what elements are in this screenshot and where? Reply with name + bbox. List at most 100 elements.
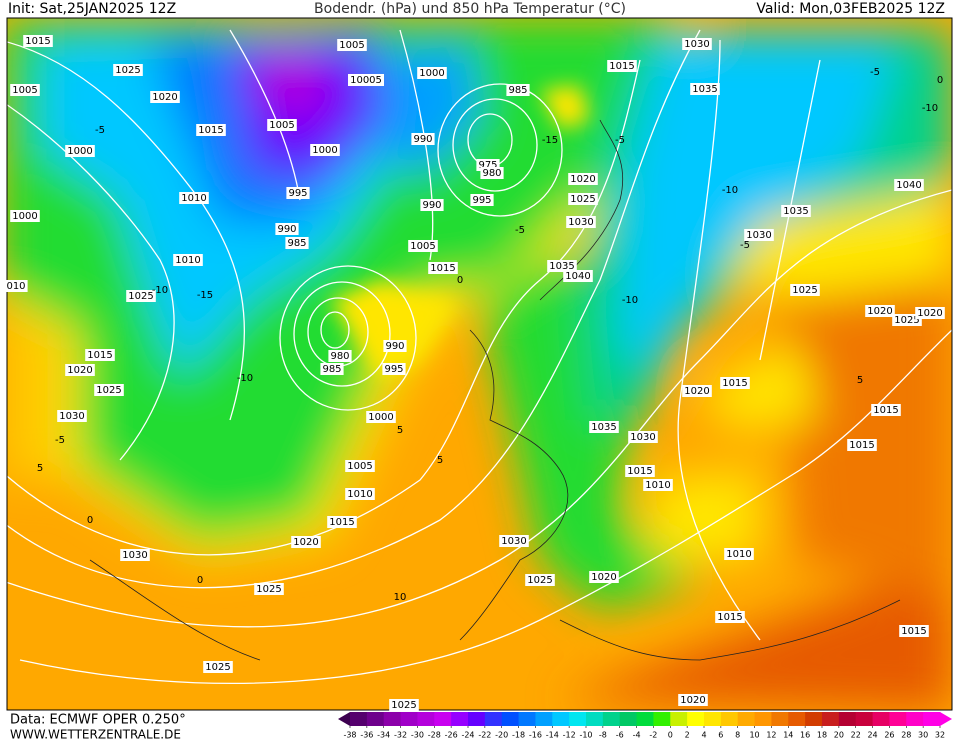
pressure-label: 1040 [896, 180, 921, 191]
pressure-label: 1020 [917, 308, 942, 319]
pressure-label-box [420, 199, 444, 211]
colorbar-label: 6 [718, 731, 723, 740]
pressure-label-box [254, 583, 284, 595]
pressure-label-box [589, 421, 619, 433]
pressure-label-box [682, 385, 712, 397]
pressure-label: 1030 [59, 411, 84, 422]
colorbar-segment [805, 712, 823, 726]
colorbar-segment [586, 712, 604, 726]
colorbar-label: 24 [867, 731, 877, 740]
colorbar-label: 30 [918, 731, 928, 740]
colorbar-segment [822, 712, 840, 726]
colorbar-label: -14 [546, 731, 559, 740]
colorbar-segment [451, 712, 469, 726]
pressure-label-box [847, 439, 877, 451]
pressure-label-box [408, 240, 438, 252]
pressure-label: 995 [384, 364, 403, 375]
pressure-label: 985 [287, 238, 306, 249]
pressure-label-box [428, 262, 458, 274]
temperature-label: 5 [397, 425, 403, 436]
colorbar-label: -28 [428, 731, 441, 740]
pressure-label-box [892, 314, 922, 326]
colorbar-segment [366, 712, 385, 726]
pressure-label-box [563, 270, 593, 282]
pressure-label: 1030 [501, 536, 526, 547]
pressure-label-box [275, 223, 299, 235]
pressure-label: 1015 [198, 125, 223, 136]
website: WWW.WETTERZENTRALE.DE [10, 728, 181, 741]
colorbar-label: -8 [599, 731, 607, 740]
colorbar-segment [872, 712, 890, 726]
init-time: Init: Sat,25JAN2025 12Z [8, 1, 176, 17]
pressure-label: 1010 [645, 480, 670, 491]
colorbar-label: -36 [360, 731, 373, 740]
pressure-label: 1035 [783, 206, 808, 217]
colorbar-segment [771, 712, 789, 726]
pressure-label-box [417, 67, 447, 79]
colorbar-label: -38 [343, 731, 356, 740]
pressure-label-box [547, 260, 577, 272]
pressure-label: 1015 [717, 612, 742, 623]
pressure-label: 1035 [591, 422, 616, 433]
pressure-label-box [267, 119, 297, 131]
pressure-label-box [345, 460, 375, 472]
colorbar-segment [383, 712, 402, 726]
colorbar-label: 12 [766, 731, 776, 740]
valid-time: Valid: Mon,03FEB2025 12Z [756, 1, 945, 17]
pressure-label-box [10, 84, 40, 96]
pressure-label-box [126, 290, 156, 302]
pressure-label: 1025 [527, 575, 552, 586]
temperature-label: -15 [542, 135, 558, 146]
pressure-label: 1015 [329, 517, 354, 528]
pressure-label: 1015 [849, 440, 874, 451]
pressure-label: 1025 [128, 291, 153, 302]
colorbar-arrow-left [338, 712, 350, 726]
pressure-label: 1020 [293, 537, 318, 548]
pressure-label: 1020 [867, 306, 892, 317]
pressure-label: 990 [277, 224, 296, 235]
pressure-label: 1025 [792, 285, 817, 296]
pressure-label-box [607, 60, 637, 72]
pressure-label: 1020 [67, 365, 92, 376]
pressure-label-box [715, 611, 745, 623]
pressure-label-box [383, 340, 407, 352]
colorbar-label: -10 [579, 731, 592, 740]
pressure-label: 975 [478, 160, 497, 171]
colorbar-segment [350, 712, 368, 726]
colorbar-segment [552, 712, 570, 726]
pressure-label-box [286, 187, 310, 199]
colorbar-label: 28 [901, 731, 911, 740]
colorbar-segment [687, 712, 705, 726]
pressure-label-box [899, 625, 929, 637]
colorbar-segment [535, 712, 553, 726]
pressure-label: 1030 [630, 432, 655, 443]
pressure-label-box [337, 39, 367, 51]
pressure-label-box [865, 305, 895, 317]
colorbar-segment [906, 712, 924, 726]
pressure-label: 1000 [12, 211, 37, 222]
temperature-label: -10 [922, 103, 938, 114]
pressure-label: 1005 [269, 120, 294, 131]
pressure-label-box [625, 465, 655, 477]
pressure-label-box [196, 124, 226, 136]
colorbar-label: -6 [616, 731, 624, 740]
coastlines [89, 119, 901, 661]
pressure-label-box [382, 363, 406, 375]
pressure-label: 1035 [692, 84, 717, 95]
temperature-label: -15 [197, 290, 213, 301]
pressure-label: 1005 [339, 40, 364, 51]
pressure-label-box [470, 194, 494, 206]
pressure-label-box [23, 35, 53, 47]
colorbar-label: 18 [817, 731, 827, 740]
pressure-label: 1000 [312, 145, 337, 156]
pressure-label-box [320, 363, 344, 375]
pressure-label: 990 [385, 341, 404, 352]
colorbar-label: -20 [495, 731, 508, 740]
colorbar-segment [434, 712, 452, 726]
pressure-label-box [348, 74, 384, 86]
pressure-label: 995 [472, 195, 491, 206]
colorbar-label: -26 [445, 731, 458, 740]
pressure-label: 1005 [347, 461, 372, 472]
pressure-label: 995 [288, 188, 307, 199]
